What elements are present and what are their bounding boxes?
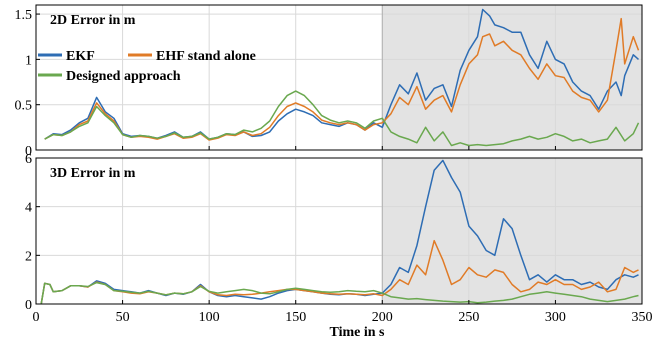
x-tick-label: 0 xyxy=(33,310,40,325)
series-line-designed-approach xyxy=(44,90,640,147)
plot-frame xyxy=(35,4,643,151)
x-tick-label: 250 xyxy=(458,310,479,325)
x-axis-label: Time in s xyxy=(330,325,386,340)
x-tick-label: 300 xyxy=(545,310,566,325)
shaded-region xyxy=(382,5,642,150)
y-tick-label: 0.5 xyxy=(15,99,33,114)
y-tick-label: 0 xyxy=(25,144,32,159)
legend-label: Designed approach xyxy=(66,69,181,84)
y-tick-label: 6 xyxy=(25,152,32,167)
plot-frame xyxy=(35,157,643,305)
panel-title: 3D Error in m xyxy=(50,166,136,181)
y-tick-label: 2 xyxy=(25,249,32,264)
y-tick-label: 0 xyxy=(25,298,32,313)
x-tick-label: 150 xyxy=(285,310,306,325)
panel-2: 0 2 4 6 0 50 100 150 200 250 300 350 3D Error in m Ti… xyxy=(25,152,653,340)
x-tick-label: 50 xyxy=(116,310,130,325)
panel-title: 2D Error in m xyxy=(50,13,136,28)
y-tick-label: 1.5 xyxy=(15,8,33,23)
x-tick-label: 100 xyxy=(199,310,220,325)
panel-1: 0 0.5 1 1.5 2D Error in m EKF EHF stand alone D… xyxy=(15,4,643,159)
x-tick-label: 350 xyxy=(632,310,653,325)
y-tick-label: 4 xyxy=(25,201,32,216)
x-tick-label: 200 xyxy=(372,310,393,325)
series-line-ehf-stand-alone xyxy=(44,17,640,141)
legend-label: EKF xyxy=(66,49,95,64)
legend-label: EHF stand alone xyxy=(156,49,256,64)
series-line-designed-approach xyxy=(40,281,639,305)
legend: EKF EHF stand alone Designed approach xyxy=(38,49,256,84)
y-tick-label: 1 xyxy=(25,53,32,68)
